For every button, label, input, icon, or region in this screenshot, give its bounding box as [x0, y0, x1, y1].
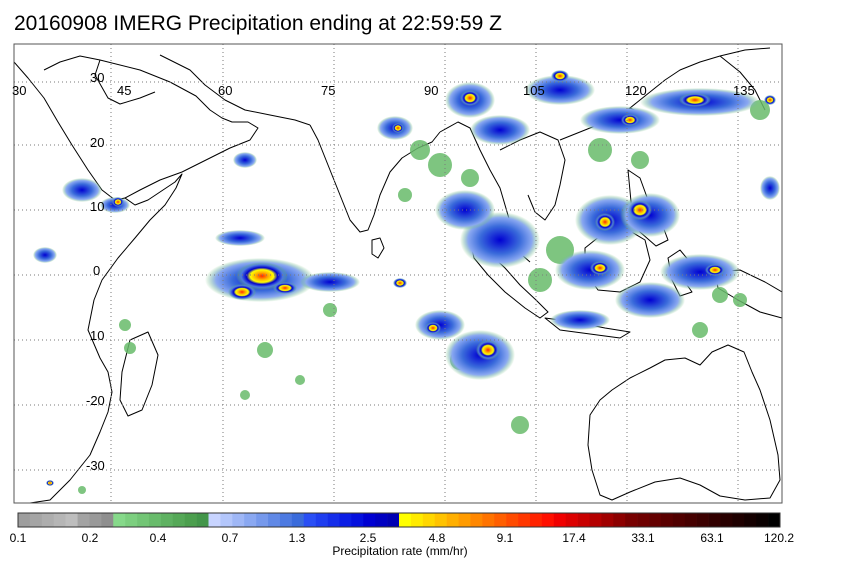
- colorbar-swatch: [434, 513, 447, 527]
- colorbar-swatch: [446, 513, 459, 527]
- colorbar-swatch: [410, 513, 424, 527]
- colorbar-swatch: [708, 513, 721, 527]
- colorbar-swatch: [184, 513, 197, 527]
- colorbar-label-5: 2.5: [359, 531, 377, 545]
- colorbar-label-9: 33.1: [631, 531, 655, 545]
- colorbar-swatch: [351, 513, 364, 527]
- colorbar-swatch: [470, 513, 483, 527]
- colorbar-swatch: [137, 513, 150, 527]
- colorbar-swatch: [720, 513, 733, 527]
- colorbar-swatch: [589, 513, 602, 527]
- lon-label-75: 75: [321, 83, 336, 98]
- lat-label-10: 10: [90, 199, 105, 214]
- colorbar-swatch: [363, 513, 376, 527]
- colorbar-swatch: [649, 513, 662, 527]
- lon-label-90: 90: [424, 83, 439, 98]
- map-frame: [13, 43, 783, 504]
- graticule: [14, 44, 782, 503]
- colorbar-swatch: [672, 513, 686, 527]
- colorbar-swatch: [625, 513, 638, 527]
- colorbar-swatch: [244, 513, 257, 527]
- lon-label-135: 135: [733, 83, 755, 98]
- lon-label-105: 105: [523, 83, 545, 98]
- colorbar-swatch: [29, 513, 43, 527]
- colorbar-swatch: [518, 513, 531, 527]
- colorbar-swatch: [506, 513, 519, 527]
- colorbar-swatch: [327, 513, 340, 527]
- colorbar-swatch: [220, 513, 233, 527]
- colorbar-swatch: [744, 513, 757, 527]
- colorbar-swatch: [18, 513, 31, 527]
- colorbar-title: Precipitation rate (mm/hr): [332, 544, 468, 558]
- colorbar-swatch: [315, 513, 328, 527]
- colorbar-swatch: [101, 513, 114, 527]
- colorbar-swatch: [148, 513, 162, 527]
- colorbar-label-0: 0.1: [9, 531, 27, 545]
- colorbar-swatch: [553, 513, 566, 527]
- colorbar-label-10: 63.1: [700, 531, 724, 545]
- colorbar-swatch: [696, 513, 709, 527]
- colorbar-swatch: [422, 513, 436, 527]
- colorbar-label-2: 0.4: [149, 531, 167, 545]
- colorbar-swatch: [732, 513, 745, 527]
- lat-label-30: 30: [90, 70, 105, 85]
- lon-label-60: 60: [218, 83, 233, 98]
- lon-label-120: 120: [625, 83, 647, 98]
- colorbar-swatch: [77, 513, 90, 527]
- colorbar-swatch: [279, 513, 293, 527]
- colorbar-swatch: [458, 513, 471, 527]
- colorbar: [17, 512, 781, 528]
- colorbar-swatch: [339, 513, 352, 527]
- colorbar-swatch: [375, 513, 388, 527]
- colorbar-swatch: [684, 513, 697, 527]
- colorbar-swatch: [613, 513, 626, 527]
- colorbar-swatch: [291, 513, 305, 527]
- colorbar-swatch: [113, 513, 126, 527]
- colorbar-swatch: [65, 513, 78, 527]
- colorbar-swatch: [268, 513, 281, 527]
- colorbar-swatch: [565, 513, 578, 527]
- colorbar-label-3: 0.7: [221, 531, 239, 545]
- colorbar-label-11: 120.2: [763, 531, 795, 545]
- colorbar-swatch: [387, 513, 400, 527]
- colorbar-swatch: [232, 513, 245, 527]
- colorbar-swatch: [256, 513, 269, 527]
- colorbar-swatch: [660, 513, 674, 527]
- colorbar-swatch: [172, 513, 185, 527]
- colorbar-swatch: [89, 513, 102, 527]
- colorbar-frame: [17, 512, 781, 528]
- colorbar-label-1: 0.2: [81, 531, 99, 545]
- colorbar-swatch: [601, 513, 614, 527]
- lat-label-0: 0: [93, 263, 101, 278]
- lat-label-20: 20: [90, 135, 105, 150]
- colorbar-swatch: [529, 513, 543, 527]
- colorbar-swatch: [577, 513, 590, 527]
- lat-label-south-20: -20: [86, 393, 105, 408]
- lon-label-30: 30: [12, 83, 27, 98]
- colorbar-swatch: [399, 513, 412, 527]
- colorbar-swatch: [482, 513, 495, 527]
- colorbar-label-7: 9.1: [496, 531, 514, 545]
- colorbar-swatch: [494, 513, 507, 527]
- colorbar-swatch: [41, 513, 55, 527]
- map-content: [14, 44, 782, 503]
- lat-label-south-10: 10: [90, 328, 105, 343]
- colorbar-swatch: [303, 513, 316, 527]
- colorbar-label-4: 1.3: [288, 531, 306, 545]
- colorbar-label-8: 17.4: [562, 531, 586, 545]
- map-title: 20160908 IMERG Precipitation ending at 2…: [14, 12, 502, 35]
- colorbar-swatch: [637, 513, 650, 527]
- colorbar-swatch: [756, 513, 769, 527]
- lat-label-south-30: -30: [86, 458, 105, 473]
- colorbar-swatch: [208, 513, 221, 527]
- colorbar-swatch: [53, 513, 66, 527]
- lon-label-45: 45: [117, 83, 132, 98]
- colorbar-swatch: [160, 513, 174, 527]
- colorbar-swatch: [541, 513, 555, 527]
- colorbar-label-6: 4.8: [428, 531, 446, 545]
- colorbar-swatch: [196, 513, 209, 527]
- colorbar-swatch: [768, 513, 781, 527]
- colorbar-swatch: [125, 513, 138, 527]
